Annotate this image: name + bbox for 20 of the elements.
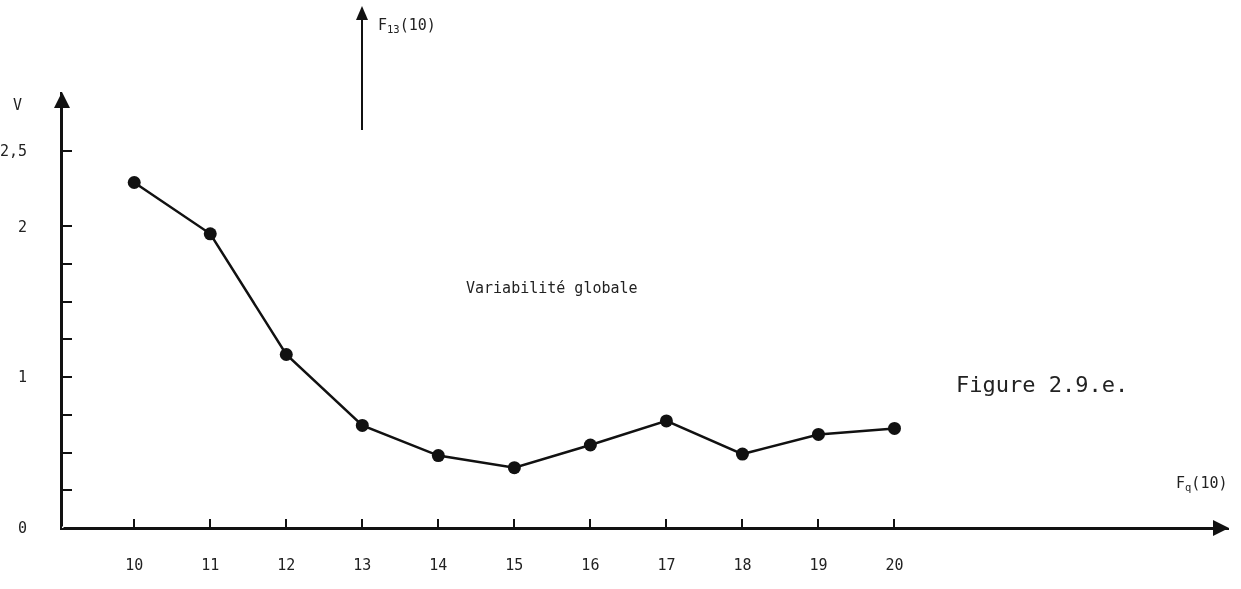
x-tick-label: 11 [201, 556, 220, 574]
x-tick-label: 14 [429, 556, 448, 574]
x-tick-label: 20 [885, 556, 904, 574]
x-tick-label: 13 [353, 556, 372, 574]
x-tick-label: 15 [505, 556, 524, 574]
x-axis-title: F$_{q}$(10) [1176, 474, 1228, 494]
x-tick-label: 19 [809, 556, 828, 574]
y-tick-label: 1 [17, 368, 27, 387]
y-tick-label: 2,5 [0, 142, 27, 161]
x-tick-label: 10 [125, 556, 144, 574]
text: F$_{13}$(10) [378, 16, 436, 36]
annotation: Figure 2.9.e. [956, 372, 1129, 397]
x-tick-label: 18 [733, 556, 752, 574]
y-tick-label: 0 [17, 519, 27, 538]
annotation: Variabilité globale [466, 279, 638, 297]
x-tick-label: 16 [581, 556, 600, 574]
y-axis-title: V [13, 96, 23, 114]
y-tick-label: 2 [17, 217, 27, 236]
x-tick-label: 12 [277, 556, 296, 574]
x-tick-label: 17 [657, 556, 676, 574]
